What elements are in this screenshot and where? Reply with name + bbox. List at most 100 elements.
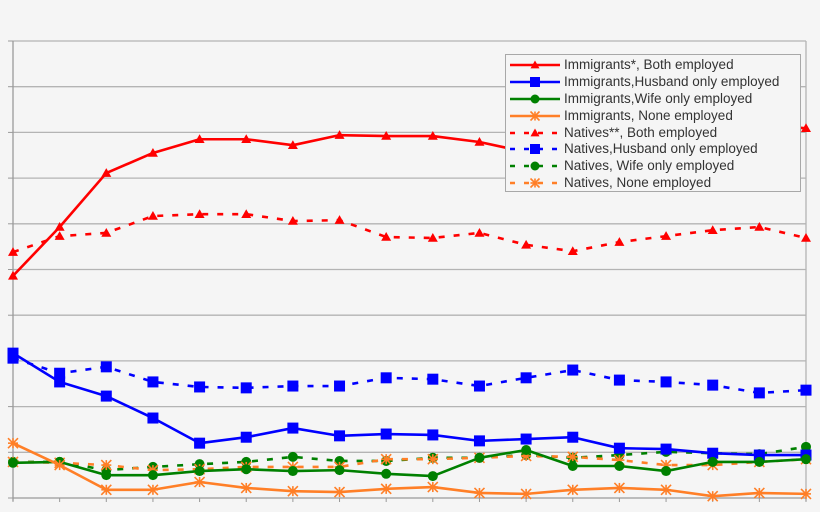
- triangle-marker: [427, 131, 438, 140]
- square-marker: [334, 380, 346, 392]
- legend-label: Immigrants*, Both employed: [564, 57, 734, 73]
- square-marker: [707, 447, 719, 459]
- series-line: [12, 356, 807, 395]
- legend-label: Immigrants,Husband only employed: [564, 74, 780, 90]
- circle-marker: [194, 466, 205, 477]
- legend-item-natives-both: Natives**, Both employed: [506, 124, 800, 141]
- chart-legend: Immigrants*, Both employed Immigrants,Hu…: [505, 54, 801, 192]
- circle-marker: [381, 468, 392, 479]
- circle-marker: [334, 465, 345, 476]
- square-marker: [240, 431, 252, 443]
- triangle-marker: [754, 221, 765, 231]
- square-marker: [473, 435, 485, 447]
- triangle-marker: [530, 60, 540, 69]
- legend-label: Natives**, Both employed: [564, 124, 718, 140]
- legend-swatch-icon: [510, 94, 560, 104]
- circle-marker: [521, 445, 532, 456]
- triangle-marker: [530, 128, 540, 136]
- legend-swatch-icon: [510, 144, 560, 155]
- series-1: [7, 347, 812, 461]
- circle-marker: [241, 464, 252, 475]
- series-5: [7, 352, 812, 399]
- circle-marker: [427, 471, 438, 482]
- square-marker: [147, 376, 159, 388]
- square-marker: [520, 372, 532, 384]
- series-line: [12, 441, 807, 498]
- square-marker: [520, 433, 532, 445]
- legend-item-natives-none: Natives, None employed: [506, 175, 800, 192]
- triangle-marker: [381, 131, 392, 140]
- triangle-marker: [474, 227, 485, 237]
- circle-marker: [287, 451, 298, 462]
- square-marker: [380, 428, 392, 440]
- series-3: [7, 437, 812, 502]
- legend-swatch-icon: [510, 60, 560, 69]
- legend-item-immigrants-both: Immigrants*, Both employed: [506, 57, 800, 74]
- circle-marker: [530, 94, 540, 104]
- square-marker: [427, 373, 439, 385]
- triangle-marker: [474, 136, 485, 146]
- square-marker: [530, 144, 540, 155]
- triangle-marker: [147, 211, 158, 220]
- circle-marker: [474, 452, 485, 463]
- legend-swatch-icon: [510, 177, 560, 189]
- circle-marker: [707, 456, 718, 467]
- circle-marker: [8, 457, 18, 468]
- triangle-marker: [427, 232, 438, 242]
- triangle-marker: [707, 225, 718, 234]
- circle-marker: [614, 461, 625, 472]
- circle-marker: [287, 466, 298, 477]
- legend-label: Natives, Wife only employed: [564, 158, 735, 174]
- square-marker: [287, 380, 299, 392]
- triangle-marker: [101, 168, 112, 177]
- circle-marker: [530, 161, 540, 171]
- triangle-marker: [521, 239, 532, 249]
- circle-marker: [801, 441, 811, 452]
- square-marker: [194, 437, 206, 449]
- legend-label: Natives,Husband only employed: [564, 141, 758, 157]
- legend-swatch-icon: [510, 161, 560, 171]
- triangle-marker: [241, 209, 252, 218]
- square-marker: [100, 361, 112, 373]
- square-marker: [567, 431, 579, 443]
- triangle-marker: [8, 247, 18, 256]
- square-marker: [660, 376, 672, 388]
- series-line: [12, 448, 807, 478]
- square-marker: [473, 380, 485, 392]
- square-marker: [287, 422, 299, 434]
- square-marker: [800, 384, 812, 396]
- legend-item-immigrants-husband: Immigrants,Husband only employed: [506, 74, 800, 91]
- square-marker: [54, 376, 66, 388]
- legend-label: Immigrants,Wife only employed: [564, 90, 753, 106]
- legend-item-natives-husband: Natives,Husband only employed: [506, 141, 800, 158]
- legend-label: Natives, None employed: [564, 174, 712, 190]
- triangle-marker: [54, 231, 65, 240]
- triangle-marker: [194, 209, 205, 218]
- square-marker: [334, 430, 346, 442]
- series-line: [12, 352, 806, 457]
- square-marker: [753, 387, 765, 399]
- legend-item-immigrants-none: Immigrants, None employed: [506, 107, 800, 124]
- circle-marker: [801, 454, 811, 465]
- legend-swatch-icon: [510, 77, 560, 88]
- circle-marker: [147, 470, 158, 481]
- triangle-marker: [801, 232, 811, 242]
- square-marker: [54, 367, 66, 379]
- triangle-marker: [8, 270, 18, 280]
- series-7: [7, 450, 812, 476]
- triangle-marker: [334, 130, 345, 139]
- triangle-marker: [567, 246, 578, 255]
- square-marker: [660, 443, 672, 455]
- square-marker: [147, 412, 159, 424]
- triangle-marker: [614, 237, 625, 246]
- triangle-marker: [101, 227, 112, 237]
- triangle-marker: [381, 232, 392, 241]
- square-marker: [240, 382, 252, 394]
- square-marker: [753, 449, 765, 461]
- series-2: [8, 445, 811, 482]
- square-marker: [567, 364, 579, 376]
- square-marker: [707, 379, 719, 391]
- legend-swatch-icon: [510, 110, 560, 121]
- legend-item-immigrants-wife: Immigrants,Wife only employed: [506, 91, 800, 108]
